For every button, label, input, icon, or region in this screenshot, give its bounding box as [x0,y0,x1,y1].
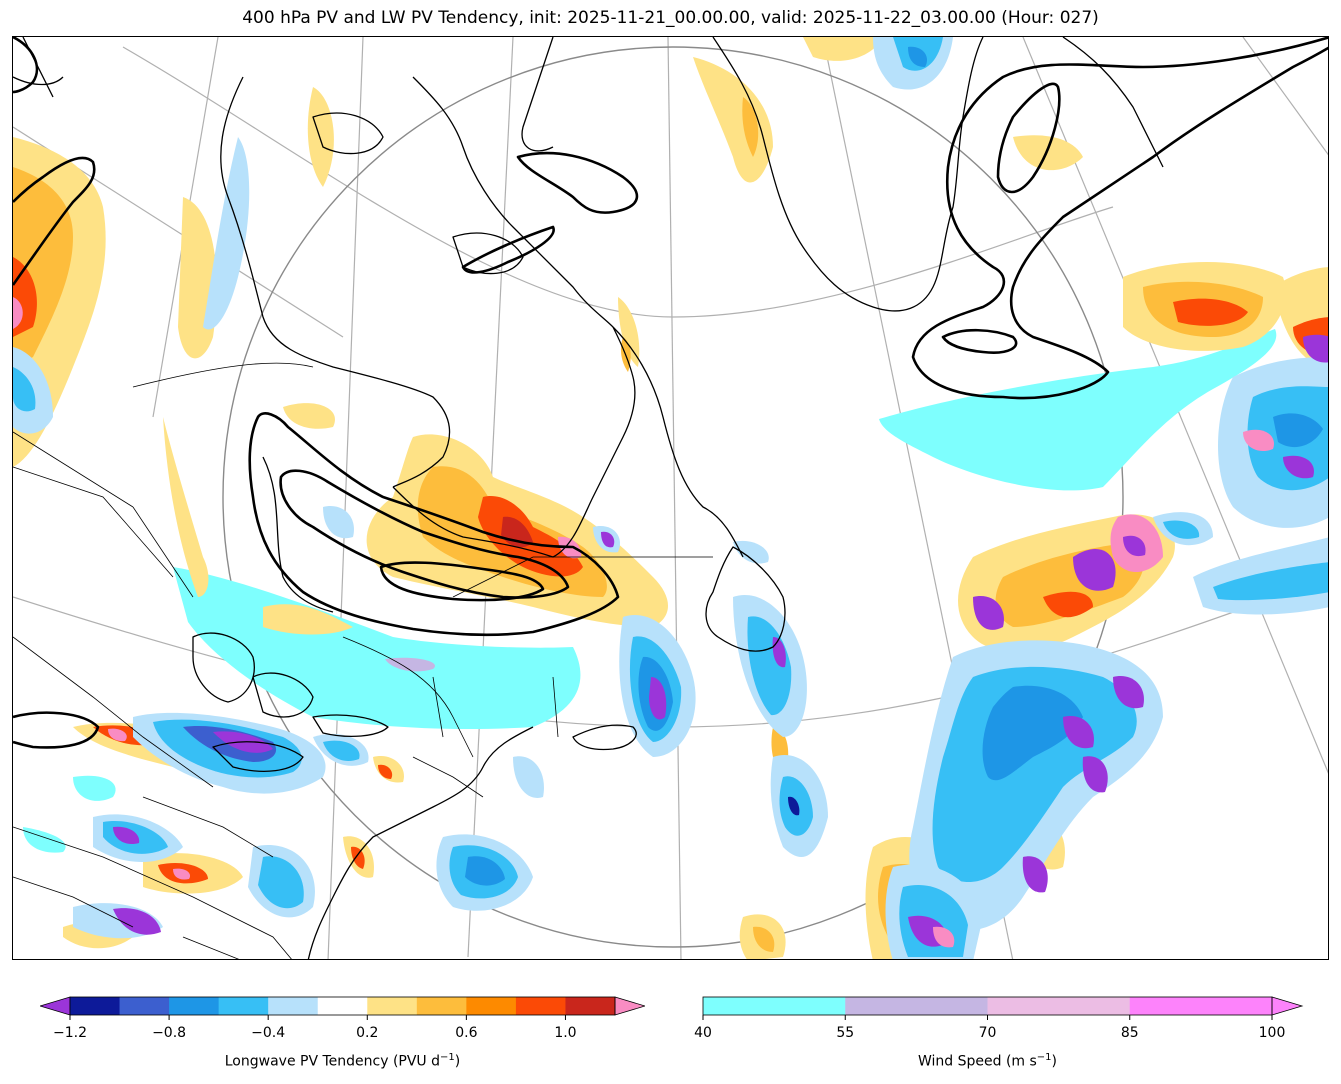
pv-color-segment [70,997,121,1015]
pv-tick-label: 0.2 [356,1025,379,1041]
pv-tick-label: 1.0 [554,1025,577,1041]
wind-colorbar-label: Wind Speed (m s−1) [917,1052,1058,1070]
pv-contours [13,37,1328,749]
page-title: 400 hPa PV and LW PV Tendency, init: 202… [242,8,1099,28]
wind-color-segment [845,997,988,1015]
pv-color-segment [317,997,368,1015]
pv-color-segment [367,997,418,1015]
pv-color-segment [466,997,517,1015]
wind-tick-label: 85 [1120,1025,1139,1041]
pv-colorbar-label: Longwave PV Tendency (PVU d−1) [224,1052,461,1070]
map-panel[interactable] [12,36,1329,960]
pv-tendency-negative [13,37,1328,959]
pv-tendency-positive [13,37,1328,959]
graticule [13,37,1328,959]
pv-tick-label: −1.2 [53,1025,87,1041]
pv-color-segment [218,997,269,1015]
projection-circle [222,46,1124,948]
wind-tick-label: 55 [836,1025,855,1041]
pv-color-segment [268,997,319,1015]
pv-color-segment [169,997,220,1015]
pv-under-triangle [40,996,71,1016]
pv-colorbar-svg [40,996,645,1020]
pv-over-triangle [614,996,645,1016]
pv-color-segment [119,997,170,1015]
pv-color-segment [416,997,467,1015]
pv-tick-label: 0.6 [455,1025,478,1041]
wind-over-triangle [1271,996,1304,1016]
wind-colorbar-svg [702,996,1304,1020]
wind-color-segment [1129,997,1273,1015]
pv-color-segment [565,997,616,1015]
map-canvas [13,37,1328,959]
political-borders [13,362,713,959]
wind-color-segment [703,997,846,1015]
pv-tick-label: −0.8 [152,1025,187,1041]
wind-tick-label: 70 [978,1025,997,1041]
wind-tick-label: 100 [1258,1025,1286,1041]
wind-tick-label: 40 [694,1025,712,1041]
pv-tick-label: −0.4 [251,1025,286,1041]
wind-color-segment [987,997,1131,1015]
pv-color-segment [515,997,566,1015]
pv-colorbar-outline [69,996,616,1016]
